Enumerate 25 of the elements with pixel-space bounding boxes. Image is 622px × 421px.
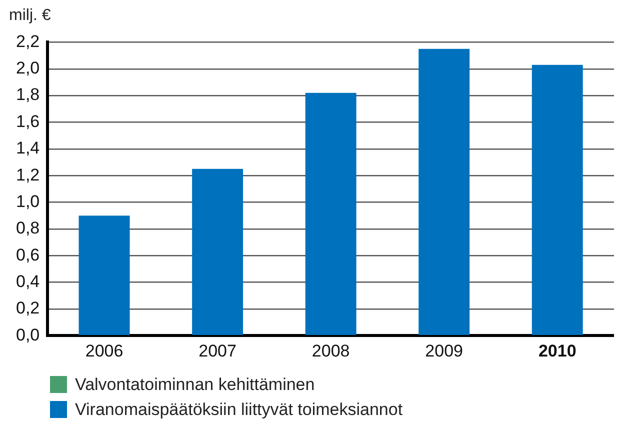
y-tick-label: 0,2 — [16, 298, 40, 318]
bar — [192, 168, 244, 335]
y-tick-label: 0,8 — [16, 218, 40, 238]
y-tick-label: 0,0 — [16, 325, 40, 344]
bar — [78, 216, 130, 335]
y-tick-label: 0,6 — [16, 245, 40, 264]
y-tick-label: 1,6 — [16, 112, 40, 131]
y-tick-label: 1,0 — [16, 192, 40, 211]
y-tick-label: 0,4 — [16, 272, 40, 291]
y-tick-label: 2,2 — [16, 32, 40, 51]
x-tick-label: 2006 — [85, 341, 124, 360]
y-tick-label: 1,4 — [16, 138, 40, 158]
x-tick-label: 2010 — [538, 341, 576, 360]
y-tick-label: 1,2 — [16, 165, 40, 184]
x-tick-label: 2009 — [425, 341, 464, 360]
bar — [418, 48, 470, 335]
y-tick-label: 1,8 — [16, 85, 40, 104]
y-tick-label: 2,0 — [16, 58, 40, 78]
legend-label: Viranomaispäätöksiin liittyvät toimeksiannot — [75, 400, 403, 420]
y-axis-title: milj. € — [9, 7, 52, 24]
bar — [305, 92, 356, 335]
x-tick-label: 2007 — [198, 341, 236, 360]
bar — [532, 64, 583, 335]
x-tick-label: 2008 — [312, 341, 350, 360]
legend-label: Valvontatoiminnan kehittäminen — [75, 374, 315, 394]
